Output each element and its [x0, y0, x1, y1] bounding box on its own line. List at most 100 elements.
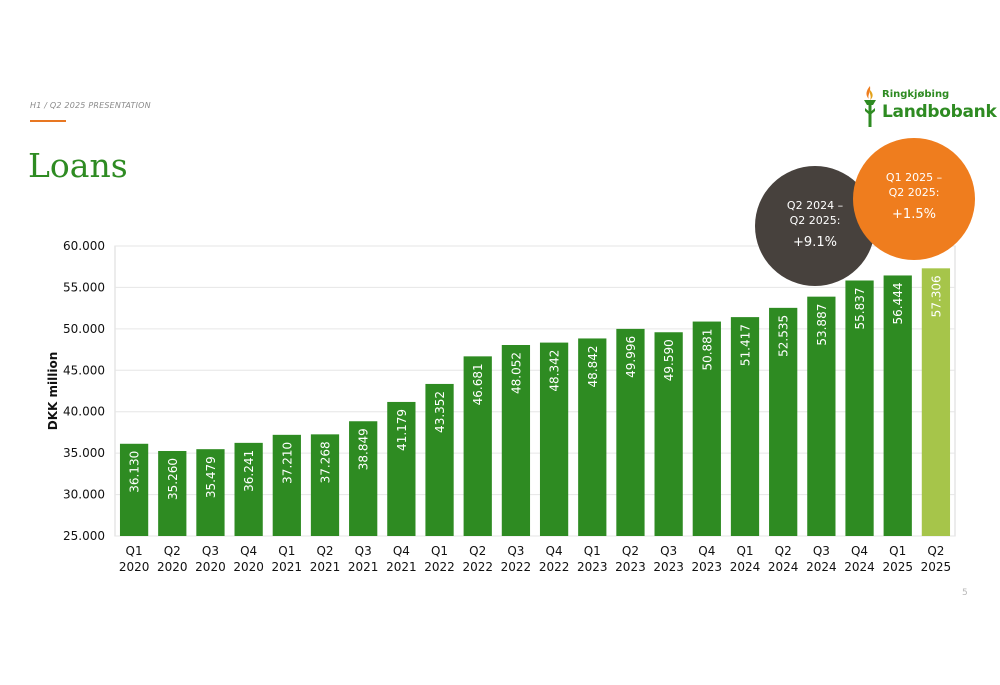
x-tick-label-quarter: Q2	[316, 544, 333, 558]
x-tick-label-year: 2025	[882, 560, 913, 574]
bar-value-label: 36.241	[242, 450, 256, 492]
x-tick-label-year: 2021	[386, 560, 417, 574]
logo-text-small: Ringkjøbing	[882, 89, 950, 100]
x-tick-label-year: 2024	[806, 560, 837, 574]
bar-value-label: 50.881	[700, 329, 714, 371]
bar-value-label: 36.130	[128, 451, 142, 493]
x-tick-label-year: 2024	[844, 560, 875, 574]
x-tick-label-quarter: Q1	[889, 544, 906, 558]
x-tick-label-quarter: Q3	[813, 544, 830, 558]
x-tick-label-year: 2022	[539, 560, 570, 574]
x-tick-label-quarter: Q3	[660, 544, 677, 558]
x-tick-label-year: 2020	[233, 560, 264, 574]
bar	[845, 280, 874, 536]
y-tick-label: 25.000	[63, 529, 105, 543]
bar	[807, 296, 836, 536]
bar	[310, 434, 340, 536]
bar	[425, 383, 454, 536]
x-tick-label-year: 2020	[157, 560, 188, 574]
x-tick-label-quarter: Q2	[927, 544, 944, 558]
callout-qoq-label-line1: Q1 2025 –	[885, 171, 943, 184]
bar	[501, 344, 531, 536]
bank-logo: Ringkjøbing Landbobank	[860, 84, 997, 130]
x-tick-label-quarter: Q4	[851, 544, 868, 558]
y-tick-label: 55.000	[63, 280, 105, 294]
callout-qoq-growth: Q1 2025 – Q2 2025: +1.5%	[853, 138, 975, 260]
presentation-kicker: H1 / Q2 2025 PRESENTATION	[30, 101, 151, 110]
bar	[616, 328, 645, 536]
kicker-underline	[30, 120, 66, 122]
x-tick-label-quarter: Q4	[240, 544, 257, 558]
logo-text-large: Landbobank	[882, 102, 997, 122]
callout-yoy-label-line2: Q2 2025:	[789, 214, 841, 227]
bar-value-label: 53.887	[815, 304, 829, 346]
bar	[196, 449, 225, 536]
x-tick-label-year: 2025	[921, 560, 952, 574]
y-tick-label: 60.000	[63, 239, 105, 253]
bar-value-label: 56.444	[891, 282, 905, 324]
x-tick-label-year: 2023	[653, 560, 684, 574]
x-tick-label-year: 2022	[501, 560, 532, 574]
bar	[883, 275, 912, 536]
y-tick-label: 35.000	[63, 446, 105, 460]
x-tick-label-year: 2021	[348, 560, 379, 574]
y-tick-label: 50.000	[63, 322, 105, 336]
x-tick-label-quarter: Q1	[431, 544, 448, 558]
bar	[234, 442, 263, 536]
x-tick-label-year: 2021	[272, 560, 303, 574]
bar	[349, 421, 378, 536]
x-tick-label-quarter: Q4	[546, 544, 563, 558]
callout-qoq-value: +1.5%	[892, 207, 936, 222]
x-tick-label-quarter: Q2	[775, 544, 792, 558]
bar-value-label: 48.342	[548, 350, 562, 392]
y-axis-label: DKK million	[46, 352, 60, 430]
bar	[692, 321, 721, 536]
bar	[654, 332, 683, 536]
bar-value-label: 48.052	[509, 352, 523, 394]
callout-qoq-label-line2: Q2 2025:	[888, 186, 940, 199]
x-tick-label-quarter: Q4	[698, 544, 715, 558]
bar	[119, 443, 149, 536]
x-tick-label-year: 2024	[730, 560, 761, 574]
bar-value-label: 35.479	[204, 456, 218, 498]
bar	[539, 342, 569, 536]
x-tick-label-quarter: Q1	[736, 544, 753, 558]
page-number: 5	[962, 588, 968, 598]
bar-value-label: 41.179	[395, 409, 409, 451]
x-tick-label-year: 2020	[195, 560, 226, 574]
bar-value-label: 55.837	[853, 287, 867, 329]
x-tick-label-year: 2020	[119, 560, 150, 574]
bar-value-label: 49.996	[624, 336, 638, 378]
bar	[578, 338, 607, 536]
bar	[158, 450, 187, 536]
bar-value-label: 49.590	[662, 339, 676, 381]
x-tick-label-year: 2023	[692, 560, 723, 574]
page-title: Loans	[28, 146, 128, 185]
bar-value-label: 57.306	[929, 275, 943, 317]
x-tick-label-quarter: Q4	[393, 544, 410, 558]
x-tick-label-quarter: Q2	[164, 544, 181, 558]
x-tick-label-quarter: Q2	[622, 544, 639, 558]
x-tick-label-year: 2021	[310, 560, 341, 574]
y-tick-label: 30.000	[63, 488, 105, 502]
x-tick-label-quarter: Q1	[126, 544, 143, 558]
x-tick-label-year: 2023	[615, 560, 646, 574]
callout-yoy-label-line1: Q2 2024 –	[786, 199, 844, 212]
bar	[272, 434, 301, 536]
x-tick-label-quarter: Q2	[469, 544, 486, 558]
x-tick-label-quarter: Q3	[507, 544, 524, 558]
bar	[769, 307, 798, 536]
bar-value-label: 38.849	[357, 428, 371, 470]
x-tick-label-quarter: Q1	[278, 544, 295, 558]
bar-value-label: 52.535	[777, 315, 791, 357]
bar-value-label: 35.260	[166, 458, 180, 500]
x-tick-label-year: 2022	[424, 560, 455, 574]
bar-value-label: 48.842	[586, 345, 600, 387]
x-tick-label-quarter: Q1	[584, 544, 601, 558]
x-tick-label-quarter: Q3	[202, 544, 219, 558]
y-tick-label: 40.000	[63, 405, 105, 419]
bar-value-label: 51.417	[739, 324, 753, 366]
bar-value-label: 46.681	[471, 363, 485, 405]
x-tick-label-year: 2022	[462, 560, 493, 574]
